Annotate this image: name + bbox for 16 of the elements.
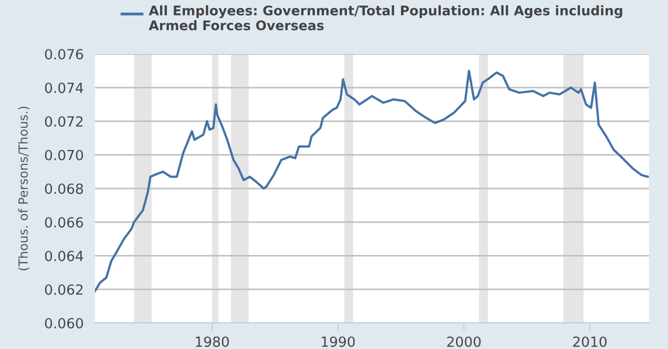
y-tick-label: 0.062	[45, 284, 82, 295]
legend-label: All Employees: Government/Total Population: All Ages including Armed Forces Overseas	[148, 5, 622, 30]
y-tick-label: 0.076	[45, 48, 84, 60]
y-axis-title: (Thous. of Persons/Thous.)	[18, 106, 30, 270]
y-tick-label: 0.060	[45, 318, 83, 328]
x-tick-label: 1990	[322, 336, 355, 347]
x-tick-label: 2000	[447, 336, 481, 347]
x-tick-label: 2010	[573, 336, 607, 347]
y-tick-label: 0.068	[45, 183, 83, 194]
x-tick-label: 1980	[196, 336, 229, 347]
y-tick-label: 0.074	[45, 82, 84, 94]
y-tick-label: 0.066	[45, 217, 84, 228]
y-tick-label: 0.064	[45, 250, 84, 262]
y-tick-label: 0.072	[45, 116, 82, 127]
line-series	[95, 70, 649, 292]
y-tick-label: 0.070	[45, 150, 83, 160]
